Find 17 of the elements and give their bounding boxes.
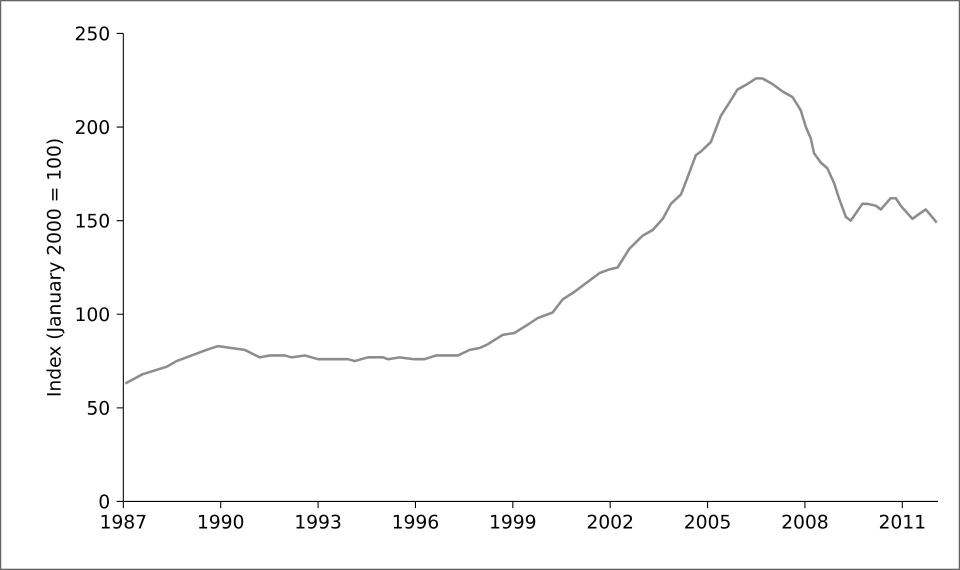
line-series <box>124 77 938 385</box>
x-tick-label: 1987 <box>102 514 146 529</box>
x-tick-label: 1990 <box>198 514 244 529</box>
y-axis-title: Index (January 2000 = 100) <box>46 139 64 396</box>
x-tick-label: 2002 <box>588 514 632 529</box>
y-tick-label: 100 <box>76 307 109 322</box>
x-tick-label: 1993 <box>296 514 340 529</box>
x-tick-label: 1996 <box>394 514 438 529</box>
y-tick-label: 250 <box>76 26 109 41</box>
x-tick-label: 2011 <box>880 514 924 529</box>
y-tick-label: 200 <box>76 120 109 134</box>
x-tick-label: 1999 <box>491 514 536 529</box>
y-tick-label: 50 <box>88 400 109 415</box>
x-tick-label: 2008 <box>782 514 828 529</box>
x-tick-label: 2005 <box>685 514 730 529</box>
y-tick-label: 0 <box>100 494 109 509</box>
y-tick-label: 150 <box>76 214 109 228</box>
